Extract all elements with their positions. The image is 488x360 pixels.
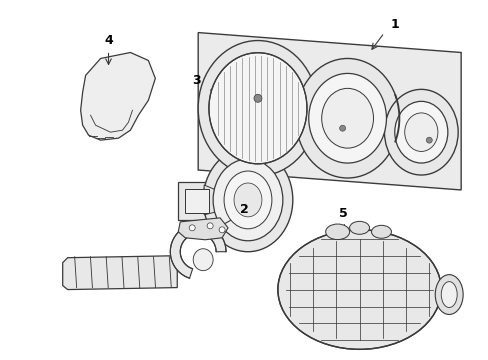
Ellipse shape <box>440 282 456 307</box>
Circle shape <box>219 227 224 233</box>
Text: 1: 1 <box>390 18 399 31</box>
Polygon shape <box>81 53 155 140</box>
Ellipse shape <box>234 183 262 217</box>
FancyBboxPatch shape <box>185 189 209 213</box>
Polygon shape <box>62 256 177 289</box>
Circle shape <box>207 223 213 229</box>
Text: 2: 2 <box>239 203 248 216</box>
Ellipse shape <box>198 41 317 176</box>
Ellipse shape <box>277 230 440 349</box>
Circle shape <box>189 225 195 231</box>
Ellipse shape <box>349 221 369 234</box>
Ellipse shape <box>339 125 345 131</box>
Ellipse shape <box>404 113 437 152</box>
Ellipse shape <box>325 224 349 239</box>
Ellipse shape <box>308 73 386 163</box>
Polygon shape <box>203 185 216 215</box>
Ellipse shape <box>295 58 399 178</box>
Polygon shape <box>178 218 227 240</box>
Ellipse shape <box>384 89 457 175</box>
Text: 5: 5 <box>339 207 347 220</box>
Ellipse shape <box>208 53 306 164</box>
Ellipse shape <box>213 159 282 241</box>
Ellipse shape <box>321 88 373 148</box>
Polygon shape <box>198 32 460 190</box>
Ellipse shape <box>426 137 431 143</box>
Ellipse shape <box>193 249 213 271</box>
Ellipse shape <box>394 102 447 163</box>
Text: 4: 4 <box>104 34 113 47</box>
Ellipse shape <box>434 275 462 315</box>
Ellipse shape <box>203 148 292 252</box>
FancyBboxPatch shape <box>178 182 216 220</box>
Ellipse shape <box>371 225 390 238</box>
Ellipse shape <box>224 171 271 229</box>
Text: 3: 3 <box>191 74 200 87</box>
Polygon shape <box>170 224 225 278</box>
Ellipse shape <box>253 94 262 102</box>
